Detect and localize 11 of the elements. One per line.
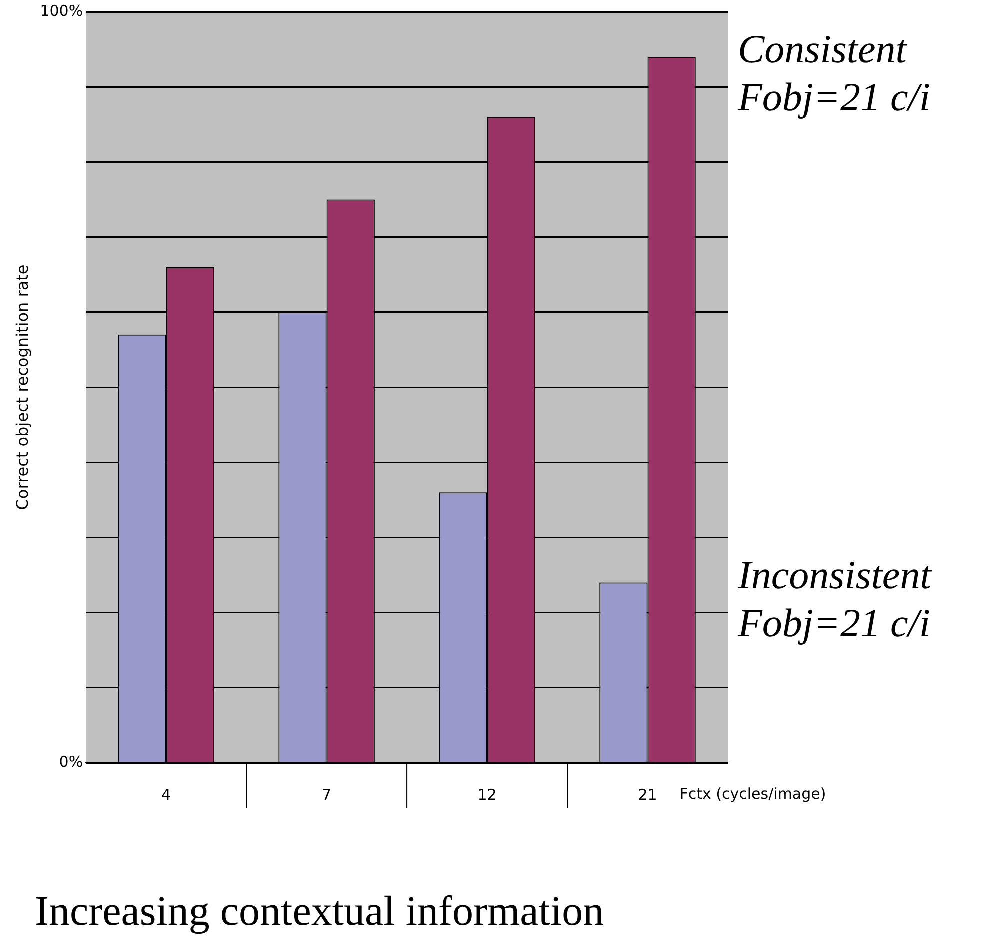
x-tick-label: 12 (478, 786, 497, 804)
y-tick-label: 100% (40, 2, 84, 20)
y-tick-label: 0% (59, 752, 84, 771)
series-label: Consistent Fobj=21 c/i (737, 26, 931, 120)
x-tick-label: 21 (638, 786, 658, 804)
text: Inconsistent Fobj=21 c/i (737, 552, 932, 646)
x-tick-label: 4 (162, 786, 172, 804)
text: Increasing contextual information (35, 889, 604, 936)
y-axis-title: Correct object recognition rate (12, 264, 32, 510)
x-tick-label: 7 (322, 786, 332, 804)
x-axis-title: Fctx (cycles/image) (680, 784, 826, 803)
